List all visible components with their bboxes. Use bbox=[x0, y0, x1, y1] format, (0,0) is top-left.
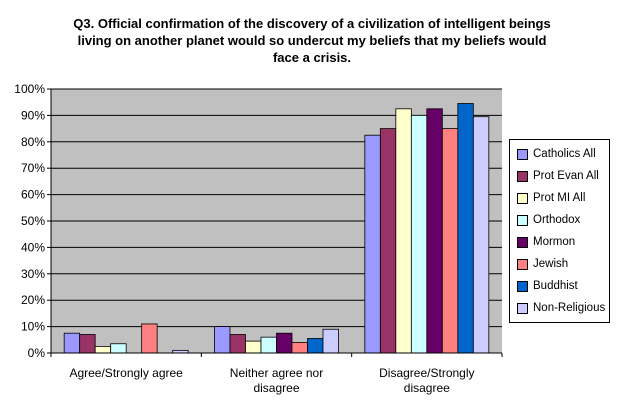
bar bbox=[395, 108, 412, 354]
bar bbox=[79, 334, 96, 354]
legend: Catholics All Prot Evan All Prot MI All Ort… bbox=[509, 139, 610, 323]
legend-swatch bbox=[517, 148, 528, 160]
x-tick-label-line: Neither agree nor bbox=[229, 366, 324, 380]
legend-label: Non-Religious bbox=[533, 302, 606, 314]
chart-title-line: living on another planet would so underc… bbox=[77, 33, 547, 48]
bar bbox=[260, 336, 277, 354]
y-tick-label: 20% bbox=[21, 293, 45, 307]
x-tick-label-line: disagree bbox=[253, 381, 300, 395]
y-tick-label: 60% bbox=[21, 188, 45, 202]
legend-swatch bbox=[517, 236, 528, 248]
y-tick-label: 50% bbox=[21, 214, 45, 228]
legend-item: Orthodox bbox=[517, 212, 580, 228]
bar bbox=[410, 115, 428, 354]
x-tick-label-line: disagree bbox=[403, 381, 450, 395]
bar bbox=[110, 343, 127, 354]
legend-swatch bbox=[517, 302, 528, 314]
bar bbox=[472, 116, 490, 354]
chart-title-line: Q3. Official confirmation of the discove… bbox=[73, 16, 551, 31]
bar bbox=[94, 345, 112, 354]
x-tick-label: Disagree/Strongly disagree bbox=[352, 366, 502, 396]
bar bbox=[457, 103, 474, 354]
x-tick-label: Agree/Strongly agree bbox=[51, 366, 201, 381]
legend-swatch bbox=[517, 214, 528, 226]
y-tick-label: 70% bbox=[21, 161, 45, 175]
bar bbox=[229, 334, 246, 354]
legend-label: Catholics All bbox=[533, 148, 596, 160]
x-tick-label: Neither agree nor disagree bbox=[201, 366, 351, 396]
legend-label: Jewish bbox=[533, 258, 569, 270]
legend-item: Buddhist bbox=[517, 278, 578, 294]
y-tick-label: 100% bbox=[14, 82, 45, 96]
bar bbox=[291, 342, 308, 354]
chart-title-line: face a crisis. bbox=[272, 50, 352, 65]
chart-title: Q3. Official confirmation of the discove… bbox=[60, 15, 564, 66]
bar bbox=[307, 338, 324, 354]
bar bbox=[364, 134, 381, 354]
legend-item: Mormon bbox=[517, 234, 575, 250]
legend-item: Non-Religious bbox=[517, 300, 605, 316]
bar bbox=[63, 332, 81, 354]
legend-label: Prot MI All bbox=[533, 192, 586, 204]
legend-swatch bbox=[517, 258, 528, 270]
legend-item: Prot Evan All bbox=[517, 168, 599, 184]
legend-item: Jewish bbox=[517, 256, 568, 272]
bar bbox=[441, 128, 459, 354]
legend-item: Catholics All bbox=[517, 146, 596, 162]
legend-swatch bbox=[517, 170, 528, 182]
bar bbox=[141, 323, 158, 354]
x-tick-label-line: Disagree/Strongly bbox=[379, 366, 475, 380]
x-tick-label-line: Agree/Strongly agree bbox=[69, 366, 183, 380]
legend-label: Mormon bbox=[533, 236, 576, 248]
bar bbox=[245, 340, 262, 354]
bar bbox=[379, 128, 397, 354]
legend-item: Prot MI All bbox=[517, 190, 585, 206]
y-tick-label: 80% bbox=[21, 135, 45, 149]
legend-swatch bbox=[517, 192, 528, 204]
legend-label: Buddhist bbox=[533, 280, 578, 292]
legend-swatch bbox=[517, 280, 528, 292]
legend-label: Orthodox bbox=[533, 214, 581, 226]
y-tick-label: 40% bbox=[21, 240, 45, 254]
y-tick-label: 0% bbox=[28, 346, 46, 360]
bar bbox=[214, 326, 231, 354]
y-tick-label: 30% bbox=[21, 267, 45, 281]
y-tick-label: 90% bbox=[21, 108, 45, 122]
y-tick-label: 10% bbox=[21, 320, 45, 334]
legend-label: Prot Evan All bbox=[533, 170, 599, 182]
bar bbox=[322, 328, 339, 354]
bar bbox=[276, 332, 293, 354]
bar bbox=[426, 108, 443, 354]
